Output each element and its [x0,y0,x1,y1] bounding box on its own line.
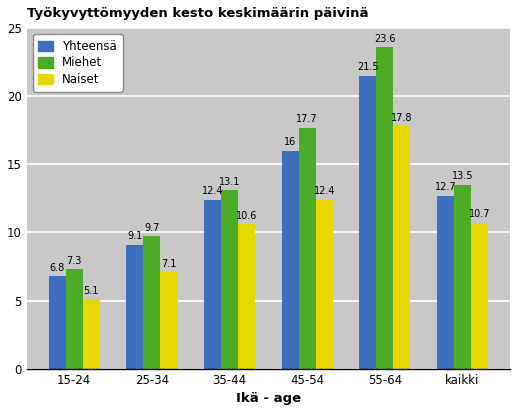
Text: 9.1: 9.1 [127,231,143,241]
Text: 7.3: 7.3 [67,256,82,266]
Text: 17.8: 17.8 [391,113,413,123]
Bar [221,190,238,369]
Text: Työkyvyttömyyden kesto keskimäärin päivinä: Työkyvyttömyyden kesto keskimäärin päivi… [27,7,368,20]
Bar [454,185,471,369]
Bar [83,299,100,369]
Text: 16: 16 [284,137,296,147]
Bar [126,245,143,369]
Bar [49,276,66,369]
Text: 7.1: 7.1 [161,258,177,269]
Text: 13.1: 13.1 [219,177,240,187]
Text: 12.7: 12.7 [435,182,456,192]
Bar [299,127,316,369]
Text: 10.7: 10.7 [469,209,490,220]
Text: 13.5: 13.5 [452,171,473,181]
Text: 23.6: 23.6 [374,34,396,44]
Text: 10.6: 10.6 [236,211,257,221]
X-axis label: Ikä - age: Ikä - age [236,392,301,405]
Text: 21.5: 21.5 [357,62,378,73]
Bar [282,151,299,369]
Bar [66,269,83,369]
Bar [160,272,177,369]
Bar [393,126,410,369]
Text: 12.4: 12.4 [313,186,335,196]
Bar [437,196,454,369]
Text: 17.7: 17.7 [296,114,318,124]
Bar [143,236,160,369]
Bar [359,76,376,369]
Bar [376,47,393,369]
Bar [238,224,255,369]
Bar [316,200,333,369]
Bar [471,223,488,369]
Text: 6.8: 6.8 [50,262,65,273]
Legend: Yhteensä, Miehet, Naiset: Yhteensä, Miehet, Naiset [33,34,123,92]
Text: 12.4: 12.4 [202,186,223,196]
Text: 5.1: 5.1 [84,286,99,296]
Bar [204,200,221,369]
Text: 9.7: 9.7 [144,223,160,233]
